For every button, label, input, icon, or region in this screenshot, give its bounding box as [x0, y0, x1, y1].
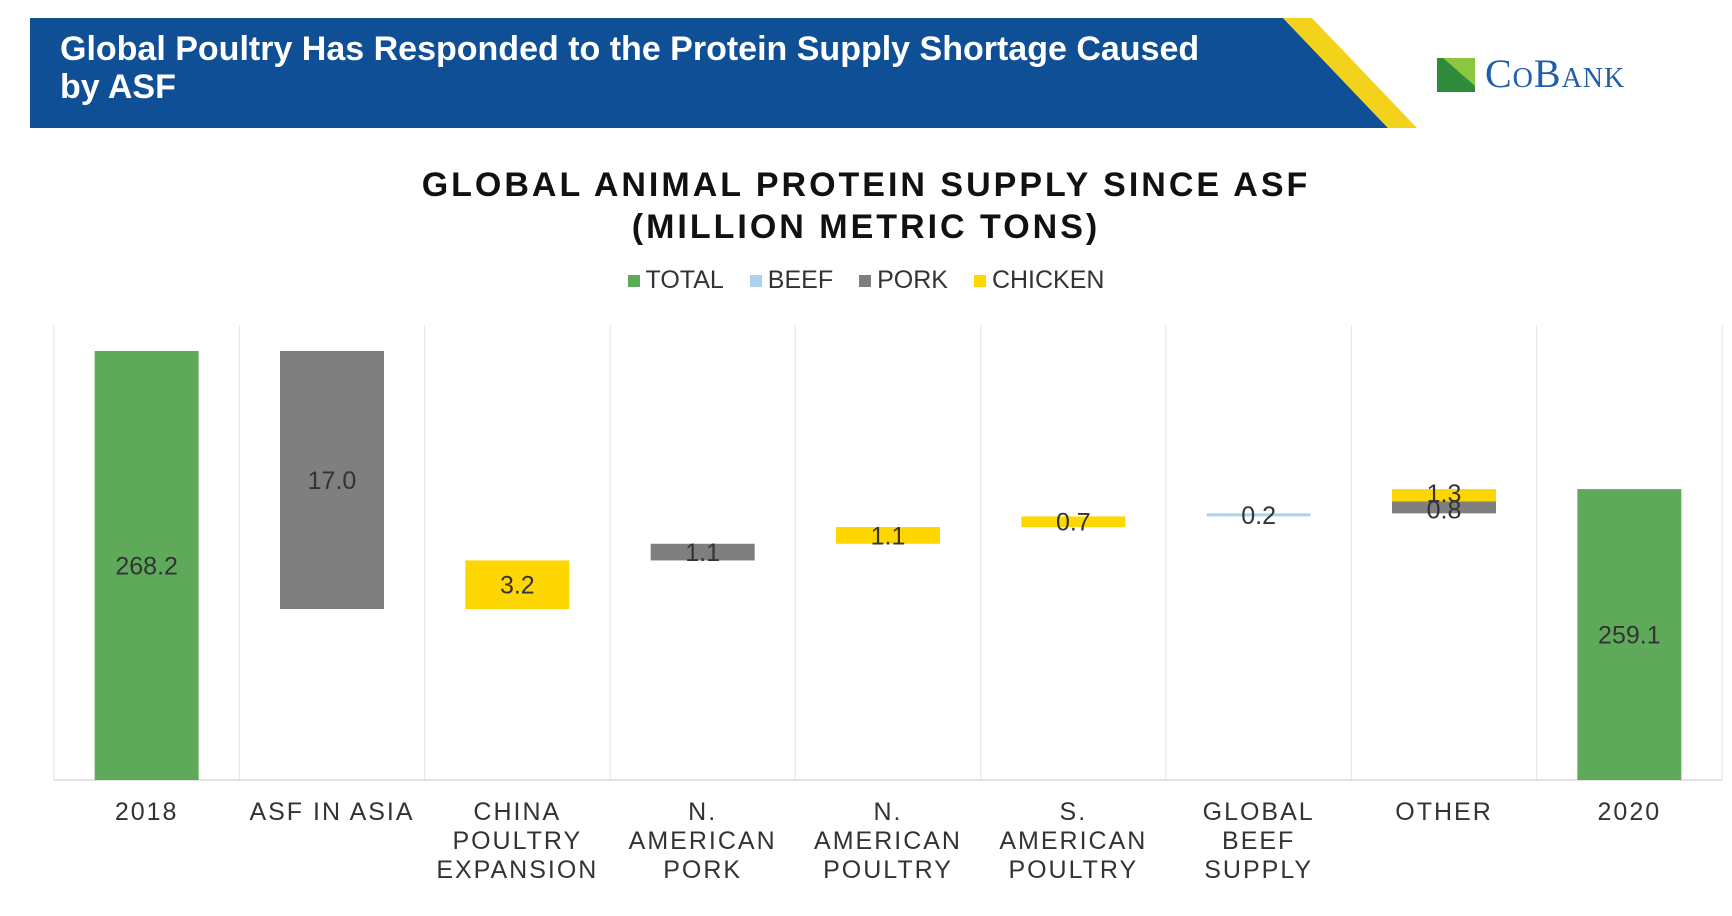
bar-pork: [280, 351, 384, 609]
bar-chicken: [1021, 516, 1126, 528]
bar-pork: [1392, 501, 1496, 514]
category-label: OTHER: [1395, 798, 1493, 826]
category-label: POULTRY: [823, 856, 953, 884]
page-title: Global Poultry Has Responded to the Prot…: [60, 30, 1200, 106]
legend-label: PORK: [877, 266, 948, 294]
category-label: SUPPLY: [1204, 856, 1313, 884]
banner-background: [30, 18, 1388, 128]
category-label: EXPANSION: [436, 856, 598, 884]
banner-stripe: [1283, 18, 1417, 128]
legend-swatch: [973, 274, 986, 287]
title-banner: [30, 18, 1417, 128]
legend-label: TOTAL: [645, 266, 724, 294]
bar-total: [94, 351, 199, 780]
legend-label: BEEF: [767, 266, 834, 294]
category-label: S.: [1060, 798, 1088, 826]
category-label: ASF IN ASIA: [249, 798, 414, 826]
cobank-logo: CoBank: [1435, 48, 1695, 98]
data-label: 268.2: [115, 553, 178, 581]
data-label: 0.7: [1056, 509, 1091, 537]
data-label: 259.1: [1598, 622, 1661, 650]
legend-swatch: [859, 274, 872, 287]
bar-chicken: [465, 560, 570, 609]
category-label: CHINA: [473, 798, 561, 826]
chart-legend: TOTAL BEEF PORK CHICKEN: [0, 266, 1732, 295]
category-label: 2020: [1598, 798, 1662, 826]
category-label: GLOBAL: [1203, 798, 1315, 826]
legend-item-pork: PORK: [859, 266, 948, 295]
bar-chicken: [836, 527, 940, 544]
legend-item-beef: BEEF: [749, 266, 834, 295]
bar-total: [1577, 489, 1682, 780]
category-label: AMERICAN: [814, 827, 962, 855]
bar-chicken: [1392, 489, 1496, 502]
legend-item-chicken: CHICKEN: [973, 266, 1105, 295]
data-label: 3.2: [500, 572, 535, 600]
data-label: 0.8: [1427, 496, 1462, 524]
data-label: 0.2: [1241, 502, 1276, 530]
legend-swatch: [749, 274, 762, 287]
category-label: N.: [688, 798, 717, 826]
legend-item-total: TOTAL: [627, 266, 724, 295]
data-label: 1.1: [685, 539, 720, 567]
data-label: 1.1: [871, 522, 906, 550]
category-label: AMERICAN: [999, 827, 1147, 855]
legend-label: CHICKEN: [991, 266, 1105, 294]
category-label: POULTRY: [452, 827, 582, 855]
chart-title-line2: (MILLION METRIC TONS): [631, 208, 1101, 246]
category-label: BEEF: [1222, 827, 1295, 855]
legend-swatch: [627, 274, 640, 287]
category-label: 2018: [115, 798, 179, 826]
logo-text: CoBank: [1485, 51, 1626, 96]
category-label: POULTRY: [1008, 856, 1138, 884]
data-label: 17.0: [308, 467, 357, 495]
category-label: AMERICAN: [629, 827, 777, 855]
bar-pork: [650, 543, 755, 561]
data-label: 1.3: [1427, 480, 1462, 508]
chart-title-line1: GLOBAL ANIMAL PROTEIN SUPPLY SINCE ASF: [421, 166, 1311, 204]
cobank-mark-icon: [1437, 58, 1475, 92]
category-label: N.: [874, 798, 903, 826]
category-label: PORK: [663, 856, 742, 884]
